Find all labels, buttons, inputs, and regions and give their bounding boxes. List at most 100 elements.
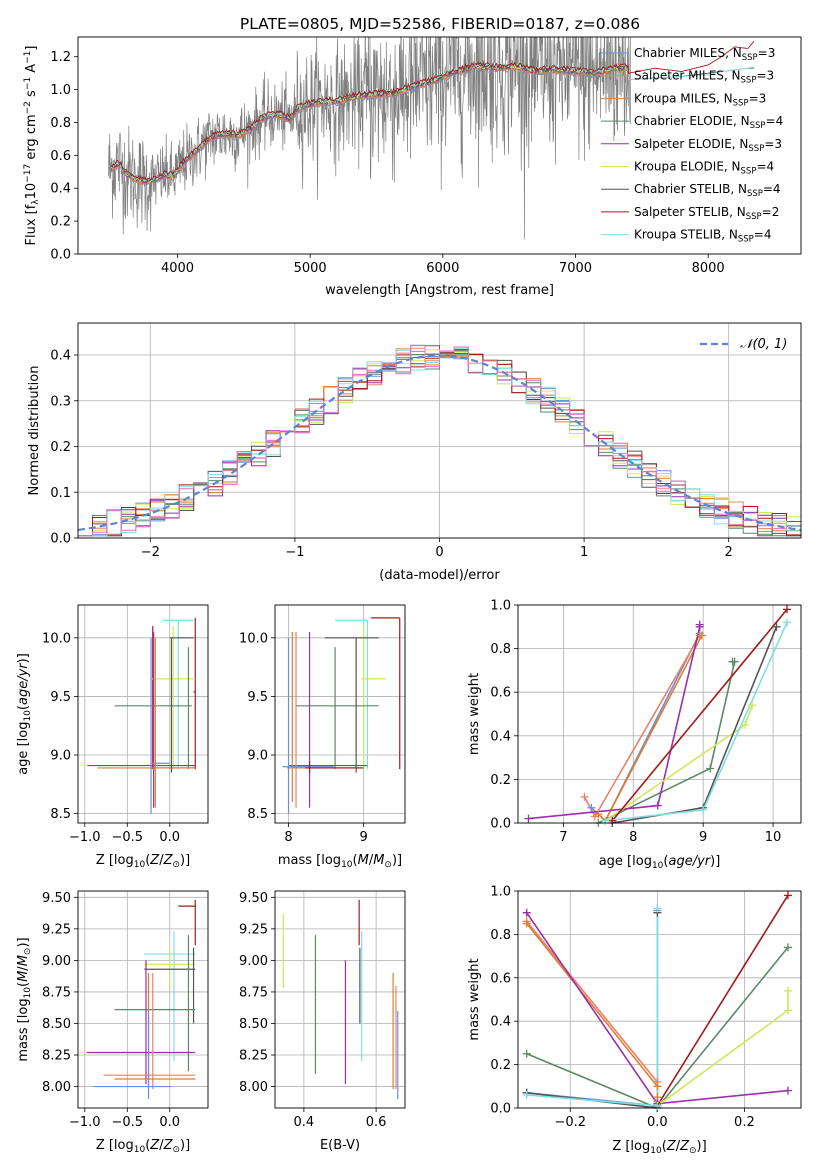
- legend-label: Salpeter ELODIE, NSSP=3: [634, 137, 782, 154]
- y-tick-label: 0.1: [50, 486, 71, 501]
- residual-histogram: [78, 345, 801, 537]
- label-part: )]: [180, 853, 190, 868]
- plot-area: [87, 617, 196, 814]
- y-tick-label: 8.00: [239, 1080, 268, 1095]
- x-tick-label: −1: [285, 545, 304, 560]
- legend-count: =2: [762, 205, 780, 219]
- legend-count: =3: [756, 69, 774, 83]
- y-tick-label: 0.0: [490, 817, 511, 832]
- y-tick-label: 1.0: [490, 885, 511, 900]
- label-part: erg cm: [24, 114, 39, 163]
- y-tick-label: 8.5: [247, 807, 268, 822]
- axes-mass_vs_ebv: 0.4 0.6 8.00 8.25 8.50 8.75 9.00 9.25 9.50 E(B-V): [239, 890, 406, 1153]
- y-tick-label: 9.0: [247, 749, 268, 764]
- weight-marker: [522, 908, 531, 917]
- y-tick-label: 8.00: [42, 1080, 71, 1095]
- axes-frame: [77, 604, 209, 824]
- weight-marker: [706, 764, 715, 773]
- plot-area: [282, 899, 399, 1100]
- y-tick-label: 0.4: [50, 182, 71, 197]
- axes-residual_hist: −2 −1 0 1 2 0.0 0.1 0.2 0.3 0.4 𝒩(0, 1) (data-model…: [27, 322, 802, 583]
- y-tick-label: 9.50: [42, 891, 71, 906]
- legend-sub: SSP: [750, 121, 766, 131]
- x-tick-label: −0.5: [111, 830, 143, 845]
- x-tick-label: 8000: [692, 261, 725, 276]
- label-part: )]: [16, 937, 31, 947]
- label-part: (: [353, 853, 358, 868]
- weight-line: [605, 622, 788, 822]
- x-tick-label: −0.2: [554, 1115, 586, 1130]
- label-part: )]: [180, 1138, 190, 1153]
- weight-marker: [594, 810, 603, 819]
- y-tick-label: 0.4: [490, 1015, 511, 1030]
- label-part: age [log: [16, 722, 31, 775]
- weight-marker: [783, 986, 792, 995]
- legend-label: Chabrier STELIB, NSSP=4: [634, 182, 781, 199]
- label-part: 10: [134, 860, 146, 870]
- legend-count: =4: [754, 228, 772, 242]
- label-part: Z: [163, 853, 174, 868]
- label-part: 10: [24, 183, 39, 200]
- y-tick-label: 0.2: [50, 215, 71, 230]
- label-part: ⊙: [384, 860, 392, 870]
- x-tick-label: 1: [580, 545, 588, 560]
- weight-marker: [741, 720, 750, 729]
- weight-line: [611, 608, 788, 822]
- x-tick-label: 10: [765, 830, 782, 845]
- observed-spectrum: [108, 37, 631, 240]
- label-part: 10: [23, 710, 33, 722]
- legend-count: =4: [766, 114, 784, 128]
- y-tick-label: 9.5: [247, 690, 268, 705]
- y-tick-label: 1.0: [490, 599, 511, 614]
- axes-spectrum: 4000 5000 6000 7000 8000 0.0 0.2 0.4 0.6 0.8 1.0 1.…: [23, 36, 802, 298]
- weight-marker: [580, 792, 589, 801]
- label-part: Z: [163, 1138, 174, 1153]
- legend-text: Kroupa ELODIE, N: [634, 160, 741, 174]
- x-tick-label: 0.0: [159, 830, 180, 845]
- x-tick-label: 5000: [294, 261, 327, 276]
- legend-label: Kroupa ELODIE, NSSP=4: [634, 160, 774, 177]
- y-tick-label: 8.25: [239, 1049, 268, 1064]
- legend-text: Kroupa MILES, N: [634, 91, 733, 105]
- x-axis-label: (data-model)/error: [379, 568, 500, 583]
- weight-line: [583, 635, 701, 819]
- label-part: /: [159, 1138, 164, 1153]
- label-part: Z: [149, 1138, 160, 1153]
- label-part: M: [16, 971, 31, 982]
- y-tick-label: 8.75: [239, 985, 268, 1000]
- y-tick-label: 9.25: [42, 922, 71, 937]
- label-part: λ: [31, 199, 41, 205]
- y-tick-label: 10.0: [239, 631, 268, 646]
- legend-label: Chabrier MILES, NSSP=3: [634, 46, 775, 63]
- y-tick-label: 8.50: [239, 1017, 268, 1032]
- legend-sub: SSP: [742, 53, 758, 63]
- y-tick-label: 9.5: [50, 690, 71, 705]
- x-tick-label: −1.0: [69, 1115, 101, 1130]
- weight-marker: [783, 1006, 792, 1015]
- weight-marker: [772, 622, 781, 631]
- weight-marker: [783, 1086, 792, 1095]
- residual-histogram: [78, 345, 801, 537]
- y-tick-label: 9.50: [239, 891, 268, 906]
- label-part: ⊙: [172, 860, 180, 870]
- y-tick-label: 0.3: [50, 394, 71, 409]
- label-part: s: [24, 90, 39, 101]
- plot-area: [282, 617, 401, 814]
- label-part: (: [16, 705, 31, 710]
- x-tick-label: 4000: [161, 261, 194, 276]
- x-tick-label: 0.2: [734, 1115, 755, 1130]
- label-part: ⊙: [172, 1145, 180, 1155]
- plot-area: [528, 608, 788, 823]
- x-axis-label: Z [log10(Z/Z⊙)]: [612, 1139, 706, 1156]
- legend-count: =3: [764, 137, 782, 151]
- y-tick-label: 0.2: [50, 440, 71, 455]
- label-part: Z: [149, 853, 160, 868]
- x-tick-label: −1.0: [69, 830, 101, 845]
- weight-marker: [697, 631, 706, 640]
- label-part: −17: [23, 164, 33, 183]
- axes-mass_vs_Z: −1.0 −0.5 0.0 8.00 8.25 8.50 8.75 9.00 9.25 9.50 Z…: [16, 890, 209, 1155]
- label-part: (: [145, 853, 150, 868]
